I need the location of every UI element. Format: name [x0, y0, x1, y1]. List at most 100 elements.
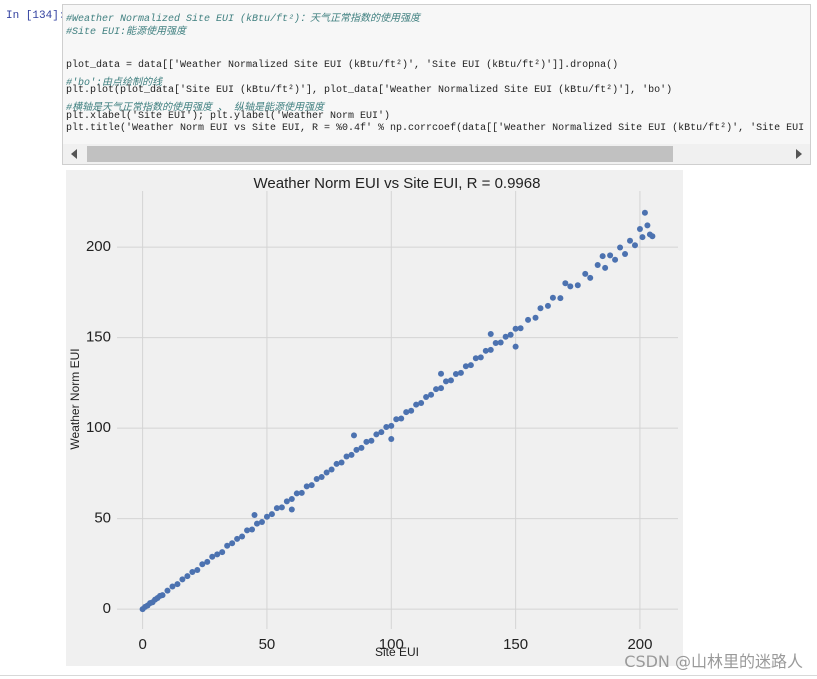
- x-tick-label: 100: [379, 636, 404, 653]
- point: [244, 527, 251, 534]
- point: [525, 316, 532, 323]
- point: [239, 533, 246, 540]
- point: [639, 234, 646, 241]
- point: [487, 346, 494, 353]
- scroll-thumb[interactable]: [87, 146, 673, 162]
- code-line: plot_data = data[['Weather Normalized Si…: [66, 59, 619, 71]
- point: [512, 343, 519, 350]
- point: [452, 370, 459, 377]
- point: [313, 475, 320, 482]
- point: [283, 498, 290, 505]
- point: [388, 435, 395, 442]
- point: [398, 415, 405, 422]
- point: [512, 325, 519, 332]
- point: [194, 566, 201, 573]
- point: [358, 444, 365, 451]
- point: [462, 363, 469, 370]
- point: [258, 519, 265, 526]
- point: [594, 262, 601, 269]
- code-line: plt.plot(plot_data['Site EUI (kBtu/ft²)'…: [66, 85, 673, 97]
- point: [204, 558, 211, 565]
- point: [224, 542, 231, 549]
- chart-title: Weather Norm EUI vs Site EUI, R = 0.9968: [254, 175, 541, 192]
- point: [179, 576, 186, 583]
- point: [219, 549, 226, 556]
- point: [537, 305, 544, 312]
- point: [383, 424, 390, 431]
- point: [229, 540, 236, 547]
- point: [353, 446, 360, 453]
- point: [532, 314, 539, 321]
- point: [164, 587, 171, 594]
- point: [368, 437, 375, 444]
- point: [438, 385, 445, 392]
- point: [308, 482, 315, 489]
- point: [574, 282, 581, 289]
- x-axis-label: Site EUI: [375, 645, 419, 659]
- point: [373, 431, 380, 438]
- point: [298, 489, 305, 496]
- y-tick-label: 50: [94, 510, 111, 527]
- code-line: #Site EUI:能源使用强度: [66, 26, 187, 38]
- point: [567, 283, 574, 290]
- point: [263, 513, 270, 520]
- scroll-right[interactable]: [788, 144, 808, 164]
- point: [617, 244, 624, 251]
- horizontal-scrollbar[interactable]: [63, 144, 810, 164]
- cell-prompt: In [134]:: [6, 10, 66, 22]
- x-tick-label: 50: [259, 636, 276, 653]
- code-area[interactable]: #Weather Normalized Site EUI (kBtu/ft²)：…: [66, 9, 810, 143]
- x-tick-label: 200: [627, 636, 652, 653]
- point: [199, 561, 206, 568]
- point: [622, 250, 629, 257]
- point: [214, 551, 221, 558]
- point: [487, 330, 494, 337]
- point: [393, 416, 400, 423]
- point: [602, 264, 609, 271]
- point: [627, 237, 634, 244]
- point: [517, 325, 524, 332]
- point: [343, 453, 350, 460]
- point: [549, 294, 556, 301]
- point: [209, 553, 216, 560]
- point: [189, 568, 196, 575]
- point: [507, 331, 514, 338]
- point: [502, 333, 509, 340]
- point: [587, 274, 594, 281]
- point: [318, 473, 325, 480]
- point: [338, 459, 345, 466]
- point: [234, 535, 241, 542]
- point: [363, 438, 370, 445]
- point: [323, 469, 330, 476]
- point: [350, 432, 357, 439]
- point: [644, 222, 651, 229]
- figure: Weather Norm EUI vs Site EUI, R = 0.9968…: [66, 170, 683, 666]
- point: [544, 302, 551, 309]
- code-line: plt.xlabel('Site EUI'); plt.ylabel('Weat…: [66, 110, 391, 122]
- point: [482, 347, 489, 354]
- point: [254, 520, 261, 527]
- point: [631, 242, 638, 249]
- point: [251, 511, 258, 518]
- point: [607, 252, 614, 259]
- point: [159, 592, 166, 599]
- point: [378, 429, 385, 436]
- point: [288, 506, 295, 513]
- point: [169, 583, 176, 590]
- point: [388, 422, 395, 429]
- divider: [0, 675, 817, 676]
- point: [472, 355, 479, 362]
- code-cell[interactable]: #Weather Normalized Site EUI (kBtu/ft²)：…: [62, 4, 811, 165]
- point: [497, 339, 504, 346]
- point: [303, 483, 310, 490]
- y-tick-label: 200: [86, 238, 111, 255]
- point: [278, 504, 285, 511]
- scroll-left[interactable]: [65, 144, 85, 164]
- point: [649, 233, 656, 240]
- point: [184, 573, 191, 580]
- point: [403, 409, 410, 416]
- point: [249, 526, 256, 533]
- point: [413, 401, 420, 408]
- point: [328, 466, 335, 473]
